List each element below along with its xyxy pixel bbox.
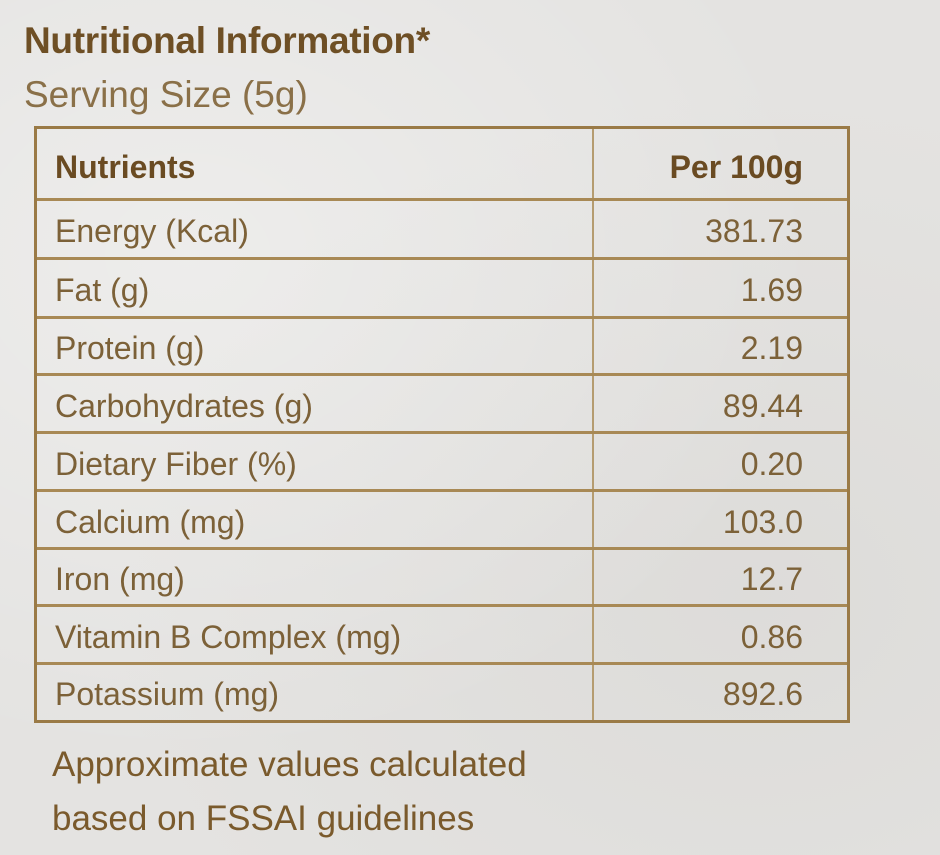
table-row-protein: Protein (g) 2.19: [37, 319, 847, 376]
table-row-energy: Energy (Kcal) 381.73: [37, 201, 847, 260]
header-nutrients: Nutrients: [55, 149, 196, 185]
table-row-potassium: Potassium (mg) 892.6: [37, 665, 847, 720]
nutrient-name: Fat (g): [55, 272, 150, 308]
table-row-carbohydrates: Carbohydrates (g) 89.44: [37, 376, 847, 434]
footnote-line-1: Approximate values calculated: [52, 745, 527, 784]
table-row-fat: Fat (g) 1.69: [37, 260, 847, 319]
column-divider: [592, 129, 594, 720]
nutrient-value: 0.20: [740, 446, 803, 482]
nutrient-name: Dietary Fiber (%): [55, 446, 297, 482]
nutrient-value: 1.69: [740, 272, 803, 308]
nutrient-name: Carbohydrates (g): [55, 388, 313, 424]
nutrient-value: 892.6: [722, 676, 803, 712]
footnote-line-2: based on FSSAI guidelines: [52, 799, 475, 838]
nutrient-name: Vitamin B Complex (mg): [55, 619, 402, 655]
header-per-100g: Per 100g: [669, 149, 803, 185]
table-row-dietary-fiber: Dietary Fiber (%) 0.20: [37, 434, 847, 492]
nutrient-name: Iron (mg): [55, 561, 185, 597]
nutrient-value: 2.19: [740, 330, 803, 366]
serving-size: Serving Size (5g): [24, 74, 308, 115]
label-title: Nutritional Information*: [24, 20, 430, 61]
table-row-calcium: Calcium (mg) 103.0: [37, 492, 847, 550]
nutrient-value: 89.44: [722, 388, 803, 424]
nutrient-value: 381.73: [705, 213, 803, 249]
table-row-vitamin-b-complex: Vitamin B Complex (mg) 0.86: [37, 607, 847, 665]
nutrient-name: Energy (Kcal): [55, 213, 249, 249]
table-row-iron: Iron (mg) 12.7: [37, 550, 847, 607]
nutrient-value: 12.7: [740, 561, 803, 597]
nutrient-value: 0.86: [740, 619, 803, 655]
nutrient-value: 103.0: [722, 504, 803, 540]
table-header-row: Nutrients Per 100g: [37, 129, 847, 201]
footnote: Approximate values calculated based on F…: [52, 738, 527, 846]
nutrient-name: Calcium (mg): [55, 504, 246, 540]
nutrient-name: Protein (g): [55, 330, 205, 366]
nutrient-name: Potassium (mg): [55, 676, 280, 712]
nutrition-table: Nutrients Per 100g Energy (Kcal) 381.73 …: [34, 126, 850, 723]
